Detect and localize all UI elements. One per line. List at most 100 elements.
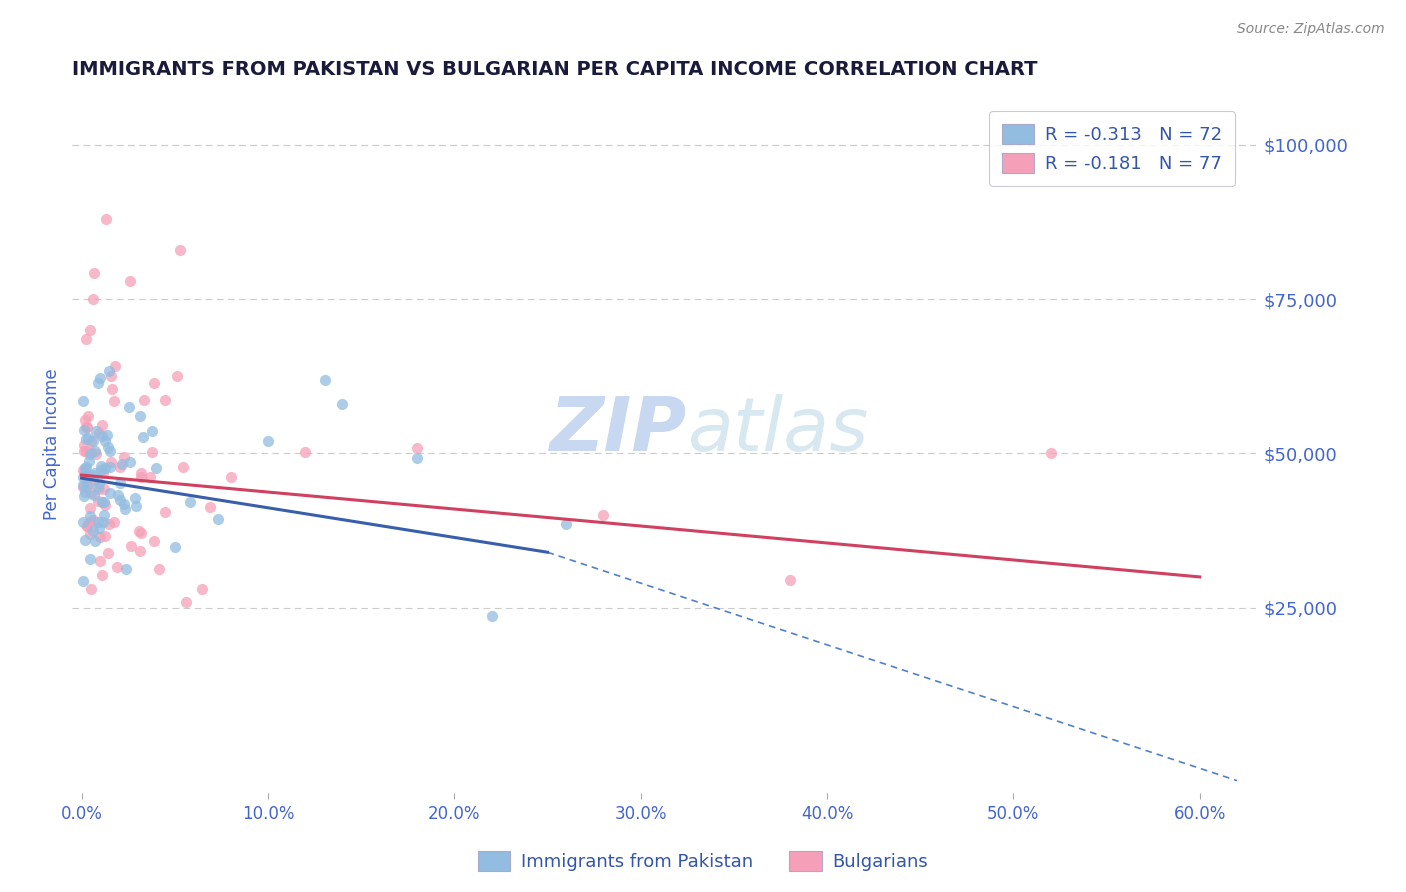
Point	[128, 543, 150, 558]
Point	[111, 457, 134, 471]
Point	[129, 469, 152, 483]
Point	[76, 479, 98, 493]
Point	[145, 460, 167, 475]
Point	[79, 508, 101, 523]
Text: IMMIGRANTS FROM PAKISTAN VS BULGARIAN PER CAPITA INCOME CORRELATION CHART: IMMIGRANTS FROM PAKISTAN VS BULGARIAN PE…	[72, 60, 1038, 78]
Point	[82, 473, 104, 487]
Point	[100, 369, 122, 384]
Point	[98, 443, 121, 458]
Point	[80, 486, 103, 500]
Point	[89, 530, 111, 544]
Point	[163, 540, 186, 554]
Point	[91, 429, 114, 443]
Point	[82, 468, 104, 483]
Point	[87, 480, 110, 494]
Point	[72, 470, 94, 484]
Point	[406, 451, 429, 466]
Point	[294, 445, 316, 459]
Point	[76, 477, 98, 491]
Point	[73, 438, 96, 452]
Point	[132, 430, 155, 444]
Point	[101, 382, 124, 396]
Point	[129, 526, 152, 541]
Y-axis label: Per Capita Income: Per Capita Income	[44, 368, 60, 520]
Point	[87, 515, 110, 529]
Point	[139, 469, 162, 483]
Point	[94, 434, 117, 449]
Point	[91, 417, 114, 432]
Point	[79, 323, 101, 337]
Point	[97, 441, 120, 455]
Point	[72, 515, 94, 529]
Point	[172, 460, 194, 475]
Point	[120, 274, 142, 288]
Point	[129, 409, 152, 423]
Point	[84, 443, 107, 458]
Point	[100, 455, 122, 469]
Point	[141, 444, 163, 458]
Point	[257, 434, 280, 449]
Point	[72, 478, 94, 492]
Point	[72, 480, 94, 494]
Point	[72, 393, 94, 408]
Point	[90, 568, 112, 582]
Point	[207, 511, 229, 525]
Point	[98, 459, 121, 474]
Point	[114, 497, 136, 511]
Point	[314, 373, 336, 387]
Point	[75, 444, 97, 458]
Point	[124, 491, 146, 505]
Point	[90, 459, 112, 474]
Point	[73, 489, 96, 503]
Point	[76, 519, 98, 533]
Point	[1039, 446, 1062, 460]
Text: Source: ZipAtlas.com: Source: ZipAtlas.com	[1237, 22, 1385, 37]
Point	[75, 461, 97, 475]
Point	[174, 595, 197, 609]
Point	[143, 376, 166, 391]
Legend: Immigrants from Pakistan, Bulgarians: Immigrants from Pakistan, Bulgarians	[471, 844, 935, 879]
Point	[80, 445, 103, 459]
Point	[93, 508, 115, 523]
Point	[120, 539, 142, 553]
Point	[94, 498, 117, 512]
Point	[94, 461, 117, 475]
Point	[97, 546, 120, 560]
Point	[87, 521, 110, 535]
Point	[77, 453, 100, 467]
Point	[79, 527, 101, 541]
Point	[406, 441, 429, 455]
Point	[77, 431, 100, 445]
Point	[84, 447, 107, 461]
Point	[82, 292, 104, 306]
Point	[87, 425, 110, 440]
Point	[118, 455, 141, 469]
Point	[87, 494, 110, 508]
Point	[83, 266, 105, 280]
Point	[118, 401, 141, 415]
Point	[332, 397, 354, 411]
Point	[132, 393, 155, 408]
Point	[86, 424, 108, 438]
Point	[89, 554, 111, 568]
Point	[79, 434, 101, 448]
Point	[73, 465, 96, 479]
Point	[79, 447, 101, 461]
Point	[73, 444, 96, 458]
Point	[89, 371, 111, 385]
Point	[75, 460, 97, 475]
Point	[79, 501, 101, 516]
Point	[128, 524, 150, 539]
Point	[75, 413, 97, 427]
Legend: R = -0.313   N = 72, R = -0.181   N = 77: R = -0.313 N = 72, R = -0.181 N = 77	[988, 112, 1234, 186]
Point	[83, 488, 105, 502]
Point	[87, 475, 110, 490]
Point	[86, 376, 108, 390]
Point	[94, 529, 117, 543]
Point	[108, 476, 131, 491]
Point	[82, 434, 104, 448]
Point	[141, 424, 163, 438]
Point	[112, 450, 135, 464]
Point	[93, 482, 115, 496]
Point	[77, 409, 100, 423]
